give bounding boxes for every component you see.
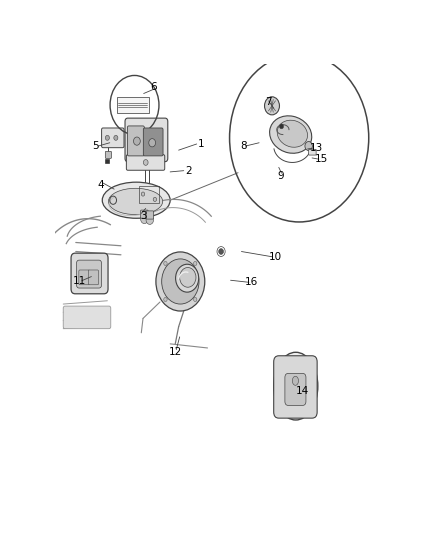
Ellipse shape xyxy=(176,264,199,292)
FancyBboxPatch shape xyxy=(274,356,317,418)
Text: 15: 15 xyxy=(314,154,328,164)
Text: 13: 13 xyxy=(310,143,323,153)
Ellipse shape xyxy=(274,352,318,420)
Circle shape xyxy=(141,215,148,224)
FancyBboxPatch shape xyxy=(71,253,108,294)
Text: 3: 3 xyxy=(140,211,146,221)
Ellipse shape xyxy=(108,188,162,215)
FancyBboxPatch shape xyxy=(79,270,90,285)
FancyBboxPatch shape xyxy=(102,128,124,148)
FancyBboxPatch shape xyxy=(105,151,111,158)
FancyBboxPatch shape xyxy=(309,149,316,155)
FancyBboxPatch shape xyxy=(105,159,109,163)
Circle shape xyxy=(164,297,167,302)
Text: 16: 16 xyxy=(245,277,258,287)
Ellipse shape xyxy=(102,182,170,219)
FancyBboxPatch shape xyxy=(88,270,99,285)
Circle shape xyxy=(149,139,155,147)
FancyBboxPatch shape xyxy=(63,306,111,329)
Text: 7: 7 xyxy=(265,96,272,107)
Circle shape xyxy=(143,159,148,165)
Ellipse shape xyxy=(180,268,196,287)
Text: 11: 11 xyxy=(73,276,86,286)
Circle shape xyxy=(164,261,167,265)
Circle shape xyxy=(194,261,197,265)
FancyBboxPatch shape xyxy=(125,118,168,161)
Circle shape xyxy=(153,197,156,201)
Circle shape xyxy=(194,297,197,302)
Text: 1: 1 xyxy=(198,139,204,149)
Ellipse shape xyxy=(277,120,307,147)
FancyBboxPatch shape xyxy=(146,211,154,219)
FancyBboxPatch shape xyxy=(285,374,306,406)
FancyBboxPatch shape xyxy=(141,210,148,219)
Circle shape xyxy=(146,215,154,224)
Text: 10: 10 xyxy=(269,252,282,262)
Text: 14: 14 xyxy=(296,386,309,397)
Circle shape xyxy=(279,124,283,129)
Circle shape xyxy=(141,192,145,196)
Circle shape xyxy=(114,135,118,140)
Text: 9: 9 xyxy=(277,171,284,181)
Circle shape xyxy=(265,97,279,115)
Text: 4: 4 xyxy=(97,180,104,190)
FancyBboxPatch shape xyxy=(143,128,163,156)
Text: 2: 2 xyxy=(186,166,192,176)
Circle shape xyxy=(305,142,312,150)
Ellipse shape xyxy=(292,376,298,385)
Text: 5: 5 xyxy=(92,141,99,151)
Circle shape xyxy=(105,135,110,140)
FancyBboxPatch shape xyxy=(117,97,149,113)
FancyBboxPatch shape xyxy=(77,260,102,288)
FancyBboxPatch shape xyxy=(127,126,145,156)
Circle shape xyxy=(219,248,223,254)
Circle shape xyxy=(156,252,205,311)
Text: 8: 8 xyxy=(240,141,247,151)
Circle shape xyxy=(134,137,140,145)
Text: 6: 6 xyxy=(150,82,156,92)
FancyBboxPatch shape xyxy=(127,155,165,170)
Text: 12: 12 xyxy=(169,347,182,357)
Ellipse shape xyxy=(270,116,312,154)
Circle shape xyxy=(162,259,199,304)
